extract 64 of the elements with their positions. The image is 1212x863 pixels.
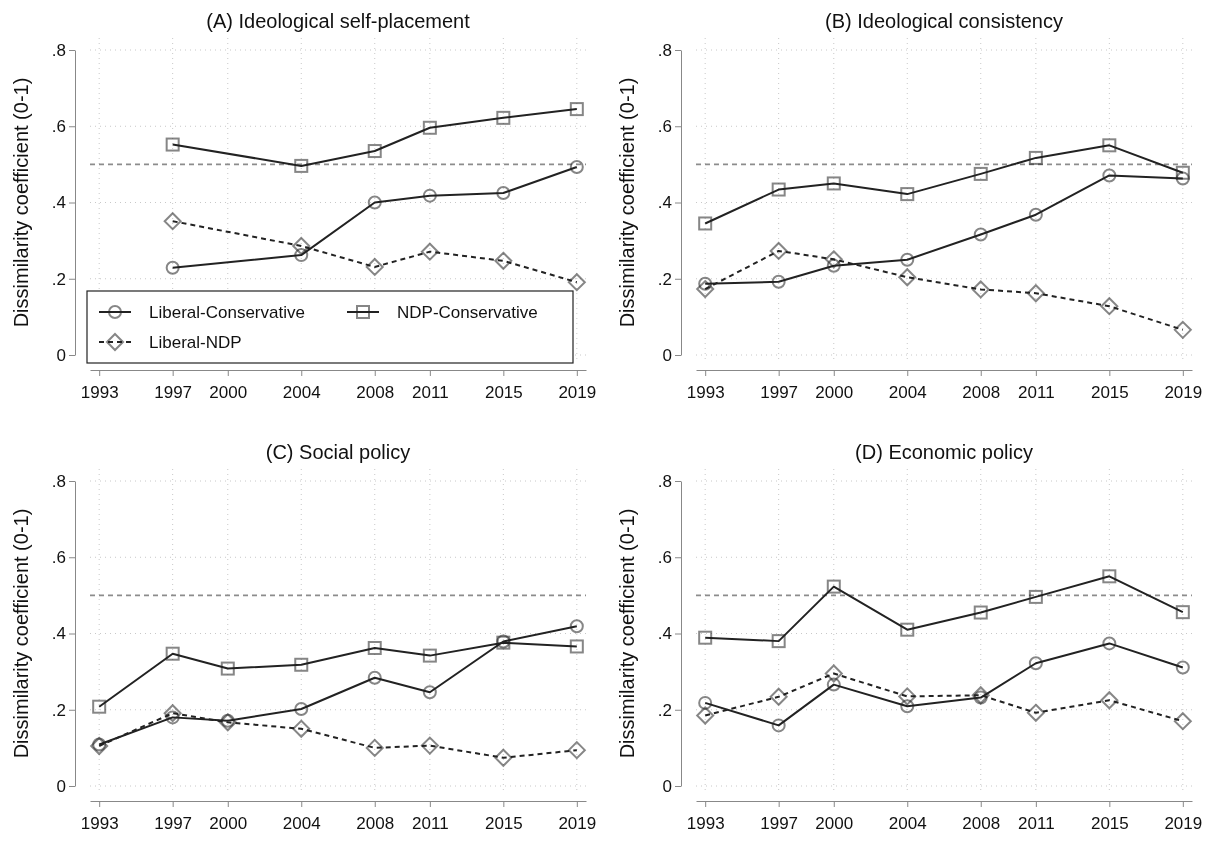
x-tick-label: 1997	[760, 382, 799, 402]
x-tick-label: 1993	[80, 382, 119, 402]
y-axis-title: Dissimilarity coefficient (0-1)	[10, 77, 32, 328]
y-tick-label: 0	[662, 776, 672, 796]
y-tick-label: 0	[56, 345, 66, 365]
x-tick-label: 2000	[815, 382, 854, 402]
y-tick-label: .2	[657, 700, 672, 720]
x-tick-label: 2000	[209, 813, 248, 833]
point	[826, 677, 841, 692]
chart-title: (D) Economic policy	[855, 441, 1033, 463]
x-tick-label: 1997	[760, 813, 799, 833]
x-tick-label: 2015	[484, 382, 523, 402]
chart-title: (C) Social policy	[265, 441, 411, 463]
legend-label: Liberal-NDP	[149, 333, 242, 352]
x-tick-label: 2008	[962, 382, 1001, 402]
x-tick-label: 2008	[962, 813, 1001, 833]
x-tick-label: 2011	[412, 382, 449, 402]
x-tick-label: 1997	[154, 382, 193, 402]
x-tick-label: 1997	[154, 813, 193, 833]
x-tick-label: 2019	[1164, 382, 1203, 402]
x-tick-label: 2004	[282, 813, 321, 833]
x-tick-label: 2019	[1164, 813, 1203, 833]
x-tick-label: 1993	[686, 813, 725, 833]
y-tick-label: .2	[51, 269, 66, 289]
y-axis-title: Dissimilarity coefficient (0-1)	[616, 77, 638, 328]
chart-title: (B) Ideological consistency	[825, 10, 1063, 32]
x-tick-label: 2008	[356, 382, 395, 402]
legend-label: NDP-Conservative	[397, 303, 538, 322]
y-axis-title: Dissimilarity coefficient (0-1)	[616, 508, 638, 759]
x-tick-label: 2015	[1090, 382, 1129, 402]
chart-title: (A) Ideological self-placement	[206, 10, 471, 32]
x-tick-label: 2015	[484, 813, 523, 833]
y-tick-label: .4	[657, 193, 672, 213]
x-tick-label: 2004	[888, 813, 927, 833]
x-tick-label: 2019	[558, 813, 597, 833]
x-tick-label: 2015	[1090, 813, 1129, 833]
y-tick-label: 0	[662, 345, 672, 365]
x-tick-label: 2019	[558, 382, 597, 402]
y-tick-label: .6	[51, 548, 66, 568]
y-tick-label: .8	[657, 40, 672, 60]
x-tick-label: 2000	[209, 382, 248, 402]
x-tick-label: 2008	[356, 813, 395, 833]
y-tick-label: .6	[51, 117, 66, 137]
y-tick-label: .8	[657, 471, 672, 491]
legend-label: Liberal-Conservative	[149, 303, 305, 322]
y-tick-label: .2	[51, 700, 66, 720]
x-tick-label: 1993	[686, 382, 725, 402]
y-tick-label: .8	[51, 471, 66, 491]
x-tick-label: 2011	[1018, 382, 1055, 402]
y-tick-label: .4	[657, 624, 672, 644]
x-tick-label: 1993	[80, 813, 119, 833]
x-tick-label: 2011	[412, 813, 449, 833]
y-tick-label: .8	[51, 40, 66, 60]
y-tick-label: .6	[657, 548, 672, 568]
y-tick-label: .4	[51, 624, 66, 644]
x-tick-label: 2000	[815, 813, 854, 833]
x-tick-label: 2004	[888, 382, 927, 402]
x-tick-label: 2004	[282, 382, 321, 402]
y-tick-label: .6	[657, 117, 672, 137]
x-tick-label: 2011	[1018, 813, 1055, 833]
y-axis-title: Dissimilarity coefficient (0-1)	[10, 508, 32, 759]
y-tick-label: .4	[51, 193, 66, 213]
y-tick-label: 0	[56, 776, 66, 796]
y-tick-label: .2	[657, 269, 672, 289]
